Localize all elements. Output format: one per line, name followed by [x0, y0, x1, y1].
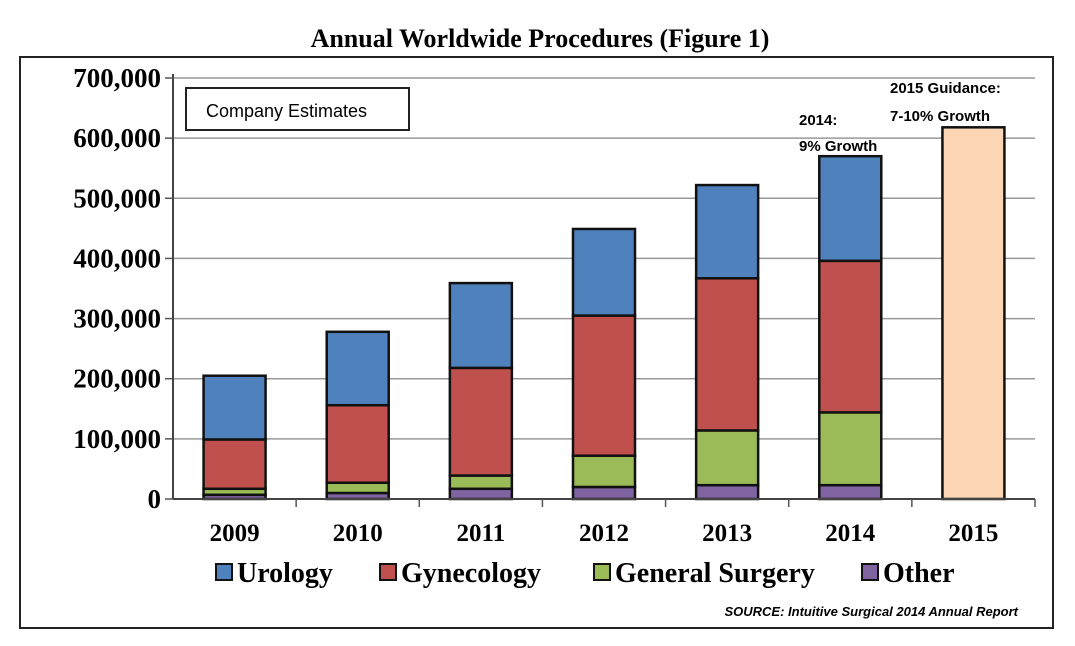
bar-other-2014: [818, 483, 883, 501]
bar-gynecology-2010: [325, 403, 390, 485]
y-tick-label: 700,000: [73, 63, 161, 93]
legend-swatch-gynecology: [379, 563, 397, 581]
company-estimates-label: Company Estimates: [206, 101, 367, 121]
x-tick-label: 2015: [948, 520, 998, 547]
bar-urology-2014: [818, 154, 883, 263]
annotation-2014-line1: 2014:: [799, 112, 837, 129]
bar-other-2011: [448, 487, 514, 501]
bar-gynecology-2014: [818, 259, 883, 414]
x-tick-label: 2012: [579, 520, 629, 547]
annotation-2014-line2: 9% Growth: [799, 138, 877, 155]
bar-gynecology-2013: [694, 277, 760, 432]
bar-gynecology-2011: [448, 366, 514, 477]
x-tick-label: 2009: [210, 520, 260, 547]
y-tick-label: 0: [148, 484, 162, 514]
y-tick-label: 300,000: [73, 304, 161, 334]
bar-urology-2012: [571, 227, 637, 317]
bar-general-surgery-2014: [818, 411, 883, 487]
bar-general-surgery-2010: [325, 481, 390, 495]
legend-swatch-urology: [215, 563, 233, 581]
chart-title: Annual Worldwide Procedures (Figure 1): [311, 24, 770, 53]
bar-other-2013: [694, 483, 760, 501]
chart-frame: [19, 56, 1054, 629]
legend-label-other: Other: [883, 558, 955, 589]
y-tick-label: 100,000: [73, 424, 161, 454]
bar-estimate-2015: [941, 126, 1006, 501]
bar-general-surgery-2013: [694, 429, 760, 487]
company-estimates-box: [185, 87, 410, 131]
bar-urology-2013: [694, 183, 760, 280]
legend-label-general-surgery: General Surgery: [615, 558, 815, 589]
source-note: SOURCE: Intuitive Surgical 2014 Annual R…: [724, 604, 1018, 619]
legend-label-urology: Urology: [237, 558, 333, 589]
bar-gynecology-2009: [202, 438, 267, 491]
bar-urology-2010: [325, 330, 390, 407]
y-tick-label: 600,000: [73, 123, 161, 153]
y-tick-label: 400,000: [73, 243, 161, 273]
legend-swatch-other: [861, 563, 879, 581]
bar-urology-2009: [202, 374, 267, 441]
annotation-2015-line1: 2015 Guidance:: [890, 80, 1001, 97]
y-tick-label: 200,000: [73, 364, 161, 394]
legend-swatch-general-surgery: [593, 563, 611, 581]
annotation-2015-line2: 7-10% Growth: [890, 108, 990, 125]
bar-general-surgery-2011: [448, 474, 514, 491]
x-tick-label: 2013: [702, 520, 752, 547]
x-tick-label: 2010: [333, 520, 383, 547]
legend-label-gynecology: Gynecology: [401, 558, 541, 589]
bar-gynecology-2012: [571, 314, 637, 457]
x-tick-label: 2011: [457, 520, 506, 547]
y-tick-label: 500,000: [73, 183, 161, 213]
bar-general-surgery-2012: [571, 454, 637, 489]
bar-other-2012: [571, 485, 637, 501]
bar-urology-2011: [448, 281, 514, 370]
x-tick-label: 2014: [825, 520, 876, 547]
